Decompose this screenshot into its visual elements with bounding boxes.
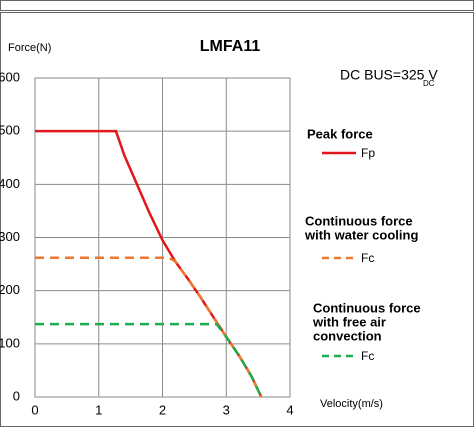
y-tick-label: 200 — [0, 282, 20, 297]
top-strip — [0, 0, 474, 11]
legend-heading: Peak force — [307, 126, 373, 141]
y-tick-label: 400 — [0, 176, 20, 191]
x-tick-label: 4 — [286, 402, 293, 417]
x-tick-label: 0 — [31, 402, 38, 417]
legend-heading: Continuous force — [305, 213, 413, 228]
series-line — [35, 129, 263, 398]
annotation: DC BUS=325 V — [340, 67, 438, 83]
legend-heading: with free air — [312, 314, 386, 329]
y-tick-label: 0 — [13, 388, 20, 403]
legend-heading: with water cooling — [304, 227, 418, 242]
series-line — [35, 322, 263, 398]
legend-label: Fc — [361, 251, 374, 265]
legend-label: Fc — [361, 349, 374, 363]
annotation-subscript: DC — [423, 79, 435, 88]
series-line — [35, 256, 263, 398]
x-axis-label: Velocity(m/s) — [320, 398, 383, 410]
x-tick-label: 3 — [223, 402, 230, 417]
y-tick-label: 500 — [0, 123, 20, 138]
x-tick-label: 2 — [159, 402, 166, 417]
legend-heading: Continuous force — [313, 300, 421, 315]
legend-label: Fp — [361, 146, 375, 160]
x-tick-label: 1 — [95, 402, 102, 417]
chart-title: LMFA11 — [200, 38, 261, 55]
y-tick-label: 600 — [0, 69, 20, 84]
y-tick-label: 300 — [0, 229, 20, 244]
legend-heading: convection — [313, 328, 382, 343]
y-tick-label: 100 — [0, 335, 20, 350]
y-axis-label: Force(N) — [8, 42, 51, 54]
